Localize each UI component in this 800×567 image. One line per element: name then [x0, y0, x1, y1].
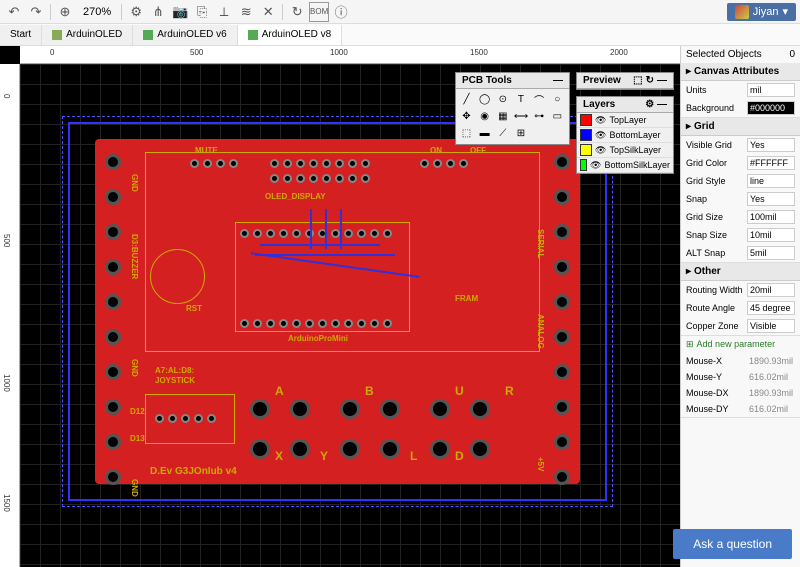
ruler-vertical: 0 500 1000 1500 — [0, 64, 20, 567]
zoom-in-icon[interactable]: ⊕ — [55, 2, 75, 22]
alt-snap-input[interactable]: 5mil — [747, 246, 795, 260]
minimize-icon[interactable]: — — [553, 75, 563, 86]
minimize-preview-icon[interactable]: — — [657, 75, 667, 86]
bg-input[interactable]: #000000 — [747, 101, 795, 115]
routing-width-input[interactable]: 20mil — [747, 283, 795, 297]
snap-size-input[interactable]: 10mil — [747, 228, 795, 242]
connect-tool-icon[interactable]: ⊶ — [532, 109, 547, 124]
photo-icon[interactable]: ⬚ — [633, 75, 642, 86]
redo-icon[interactable]: ↷ — [26, 2, 46, 22]
units-select[interactable]: mil — [747, 83, 795, 97]
bom-icon[interactable]: BOM — [309, 2, 329, 22]
arc-tool-icon[interactable]: ⌒ — [532, 92, 547, 107]
dimension-tool-icon[interactable]: ⟷ — [513, 109, 528, 124]
layer-top[interactable]: 👁TopLayer — [577, 113, 673, 128]
canvas-area: 0 500 1000 1500 2000 0 500 1000 1500 — [0, 46, 680, 567]
tab-start[interactable]: Start — [0, 25, 42, 45]
pcb-icon — [248, 30, 258, 40]
main-toolbar: ↶ ↷ ⊕ 270% ⚙ ⋔ 📷 ⎘ ⟂ ≋ ✕ ↻ BOM ⓘ Jiyan ▾ — [0, 0, 800, 24]
measure-tool-icon[interactable]: ⟋ — [495, 126, 510, 141]
share-icon[interactable]: ⋔ — [148, 2, 168, 22]
pad-tool-icon[interactable]: ◯ — [477, 92, 492, 107]
info-icon[interactable]: ⓘ — [331, 2, 351, 22]
solid-tool-icon[interactable]: ▬ — [477, 126, 492, 141]
text-tool-icon[interactable]: T — [513, 92, 528, 107]
grid-visible-select[interactable]: Yes — [747, 138, 795, 152]
user-badge[interactable]: Jiyan ▾ — [727, 3, 796, 21]
eye-icon[interactable]: 👁 — [590, 160, 601, 171]
circle-tool-icon[interactable]: ○ — [550, 92, 565, 107]
ruler-icon[interactable]: ⟂ — [214, 2, 234, 22]
copper-zone-select[interactable]: Visible — [747, 319, 795, 333]
pcb-tools-title: PCB Tools — [462, 75, 512, 86]
mouse-dx: 1890.93mil — [747, 387, 795, 399]
mouse-x: 1890.93mil — [747, 355, 795, 367]
preview-panel[interactable]: Preview ⬚ ↻— — [576, 72, 674, 90]
preview-title: Preview — [583, 75, 621, 86]
tab-arduinoled[interactable]: ArduinOLED — [42, 25, 133, 45]
gear-icon[interactable]: ⚙ — [126, 2, 146, 22]
undo-icon[interactable]: ↶ — [4, 2, 24, 22]
plus-icon: ⊞ — [686, 339, 694, 350]
add-parameter-button[interactable]: ⊞Add new parameter — [681, 336, 800, 353]
selected-count: 0 — [789, 49, 795, 60]
tab-arduinoled-v6[interactable]: ArduinOLED v6 — [133, 25, 237, 45]
refresh-preview-icon[interactable]: ↻ — [646, 75, 654, 86]
selected-label: Selected Objects — [686, 49, 762, 60]
pcb-board: MUTE ON OFF OLED_DISPLAY D3:BUZZER GND G… — [60, 114, 615, 509]
document-tabs: Start ArduinOLED ArduinOLED v6 ArduinOLE… — [0, 24, 800, 46]
rect-tool-icon[interactable]: ▭ — [550, 109, 565, 124]
move-tool-icon[interactable]: ✥ — [459, 109, 474, 124]
grid-size-input[interactable]: 100mil — [747, 210, 795, 224]
hole-tool-icon[interactable]: ◉ — [477, 109, 492, 124]
minimize-layers-icon[interactable]: — — [657, 99, 667, 110]
copper-tool-icon[interactable]: ⬚ — [459, 126, 474, 141]
mouse-y: 616.02mil — [747, 371, 795, 383]
user-name: Jiyan — [753, 6, 779, 18]
pcb-icon — [143, 30, 153, 40]
grid-color-input[interactable]: #FFFFFF — [747, 156, 795, 170]
layers-panel[interactable]: Layers ⚙ — 👁TopLayer 👁BottomLayer 👁TopSi… — [576, 96, 674, 174]
grid-section-header[interactable]: ▸Grid — [681, 118, 800, 136]
schematic-icon — [52, 30, 62, 40]
properties-panel: Selected Objects0 ▸Canvas Attributes Uni… — [680, 46, 800, 567]
mouse-dy: 616.02mil — [747, 403, 795, 415]
route-angle-select[interactable]: 45 degree — [747, 301, 795, 315]
layers-title: Layers — [583, 99, 615, 110]
tab-arduinoled-v8[interactable]: ArduinOLED v8 — [238, 25, 342, 45]
export-icon[interactable]: ⎘ — [192, 2, 212, 22]
track-tool-icon[interactable]: ╱ — [459, 92, 474, 107]
chevron-down-icon: ▾ — [782, 5, 788, 18]
layer-topsilk[interactable]: 👁TopSilkLayer — [577, 143, 673, 158]
avatar-icon — [735, 5, 749, 19]
eye-icon[interactable]: 👁 — [595, 130, 606, 141]
zoom-level[interactable]: 270% — [77, 6, 117, 18]
grid-style-select[interactable]: line — [747, 174, 795, 188]
eye-icon[interactable]: 👁 — [595, 145, 606, 156]
eye-icon[interactable]: 👁 — [595, 115, 606, 126]
tools-icon[interactable]: ✕ — [258, 2, 278, 22]
other-section-header[interactable]: ▸Other — [681, 263, 800, 281]
pcb-canvas[interactable]: MUTE ON OFF OLED_DISPLAY D3:BUZZER GND G… — [20, 64, 680, 567]
snap-select[interactable]: Yes — [747, 192, 795, 206]
canvas-section-header[interactable]: ▸Canvas Attributes — [681, 63, 800, 81]
camera-icon[interactable]: 📷 — [170, 2, 190, 22]
layer-bottomsilk[interactable]: 👁BottomSilkLayer — [577, 158, 673, 173]
refresh-icon[interactable]: ↻ — [287, 2, 307, 22]
layers-gear-icon[interactable]: ⚙ — [645, 99, 654, 110]
layer-bottom[interactable]: 👁BottomLayer — [577, 128, 673, 143]
ask-question-button[interactable]: Ask a question — [673, 529, 792, 559]
ruler-horizontal: 0 500 1000 1500 2000 — [20, 46, 680, 64]
group-tool-icon[interactable]: ⊞ — [513, 126, 528, 141]
via-tool-icon[interactable]: ⊙ — [495, 92, 510, 107]
wave-icon[interactable]: ≋ — [236, 2, 256, 22]
image-tool-icon[interactable]: ▦ — [495, 109, 510, 124]
pcb-tools-panel[interactable]: PCB Tools — ╱ ◯ ⊙ T ⌒ ○ ✥ ◉ ▦ ⟷ ⊶ ▭ ⬚ ▬ ⟋ — [455, 72, 570, 145]
